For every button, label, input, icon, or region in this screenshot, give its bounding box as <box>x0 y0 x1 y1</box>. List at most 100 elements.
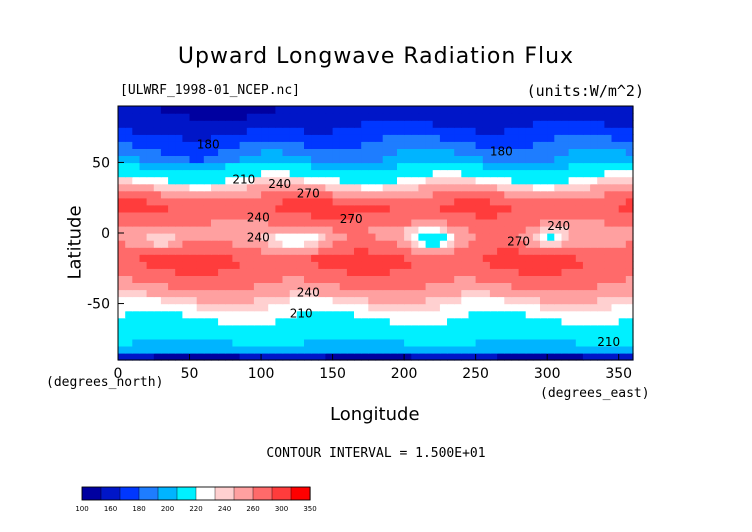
heatmap-cell <box>346 190 355 199</box>
heatmap-cell <box>611 113 620 121</box>
heatmap-cell <box>339 240 348 248</box>
heatmap-cell <box>332 127 341 135</box>
heatmap-cell <box>425 190 434 199</box>
heatmap-cell <box>218 113 226 121</box>
heatmap-cell <box>332 289 341 298</box>
heatmap-cell <box>218 254 226 262</box>
heatmap-cell <box>275 134 284 142</box>
contour-label: 270 <box>297 187 320 201</box>
heatmap-cell <box>439 331 448 340</box>
heatmap-cell <box>239 289 248 298</box>
heatmap-cell <box>311 134 319 142</box>
heatmap-cell <box>146 310 155 319</box>
heatmap-cell <box>611 240 620 248</box>
heatmap-cell <box>361 296 369 305</box>
heatmap-cell <box>361 169 369 178</box>
heatmap-cell <box>168 240 176 248</box>
heatmap-cell <box>218 155 226 164</box>
heatmap-cell <box>246 261 255 269</box>
heatmap-cell <box>454 289 462 298</box>
heatmap-cell <box>597 352 605 361</box>
heatmap-cell <box>547 338 555 347</box>
heatmap-cell <box>554 197 563 206</box>
heatmap-cell <box>547 106 555 114</box>
heatmap-cell <box>289 345 298 354</box>
heatmap-cell <box>153 324 162 333</box>
heatmap-cell <box>411 120 420 128</box>
heatmap-cell <box>189 183 198 192</box>
heatmap-cell <box>268 310 276 319</box>
heatmap-cell <box>318 127 327 135</box>
heatmap-cell <box>339 275 348 283</box>
heatmap-cell <box>289 106 298 114</box>
heatmap-cell <box>554 127 563 135</box>
heatmap-cell <box>218 289 226 298</box>
heatmap-cell <box>375 141 384 149</box>
heatmap-cell <box>618 331 627 340</box>
heatmap-cell <box>525 247 534 255</box>
heatmap-cell <box>518 247 527 255</box>
heatmap-cell <box>525 317 534 326</box>
heatmap-cell <box>432 247 441 255</box>
heatmap-cell <box>268 268 276 276</box>
heatmap-cell <box>361 120 369 128</box>
heatmap-cell <box>146 303 155 312</box>
heatmap-cell <box>504 134 513 142</box>
heatmap-cell <box>160 155 169 164</box>
heatmap-cell <box>196 240 205 248</box>
heatmap-cell <box>275 254 284 262</box>
heatmap-cell <box>404 338 412 347</box>
heatmap-cell <box>368 310 377 319</box>
heatmap-cell <box>540 183 548 192</box>
heatmap-cell <box>239 345 248 354</box>
heatmap-cell <box>246 113 255 121</box>
heatmap-cell <box>296 106 305 114</box>
heatmap-cell <box>175 282 183 291</box>
units-label: (units:W/m^2) <box>526 82 644 100</box>
heatmap-cell <box>354 218 362 227</box>
heatmap-cell <box>282 211 291 220</box>
heatmap-cell <box>375 268 384 276</box>
heatmap-cell <box>153 169 162 178</box>
heatmap-cell <box>189 247 198 255</box>
heatmap-cell <box>547 331 555 340</box>
heatmap-cell <box>618 225 627 234</box>
heatmap-cell <box>203 141 212 149</box>
heatmap-cell <box>532 282 541 291</box>
heatmap-cell <box>540 261 548 269</box>
heatmap-cell <box>561 134 570 142</box>
heatmap-cell <box>411 162 420 171</box>
heatmap-cell <box>203 190 212 199</box>
heatmap-cell <box>196 162 205 171</box>
heatmap-cell <box>146 218 155 227</box>
heatmap-cell <box>561 254 570 262</box>
heatmap-cell <box>568 141 577 149</box>
heatmap-cell <box>461 289 470 298</box>
heatmap-cell <box>475 218 484 227</box>
heatmap-cell <box>275 162 284 171</box>
heatmap-cell <box>439 204 448 213</box>
heatmap-cell <box>582 338 591 347</box>
heatmap-cell <box>375 120 384 128</box>
heatmap-cell <box>175 296 183 305</box>
heatmap-cell <box>625 169 634 178</box>
heatmap-cell <box>268 331 276 340</box>
heatmap-cell <box>346 254 355 262</box>
heatmap-cell <box>318 148 327 156</box>
heatmap-cell <box>582 268 591 276</box>
colorbar-swatch <box>157 486 178 501</box>
heatmap-cell <box>211 183 219 192</box>
heatmap-cell <box>611 190 620 199</box>
heatmap-cell <box>196 296 205 305</box>
heatmap-cell <box>318 155 327 164</box>
heatmap-cell <box>597 240 605 248</box>
heatmap-cell <box>211 352 219 361</box>
heatmap-cell <box>325 106 334 114</box>
heatmap-cell <box>153 204 162 213</box>
heatmap-cell <box>139 338 148 347</box>
heatmap-cell <box>218 183 226 192</box>
heatmap-cell <box>268 134 276 142</box>
heatmap-cell <box>325 282 334 291</box>
heatmap-cell <box>582 233 591 241</box>
heatmap-cell <box>511 282 520 291</box>
